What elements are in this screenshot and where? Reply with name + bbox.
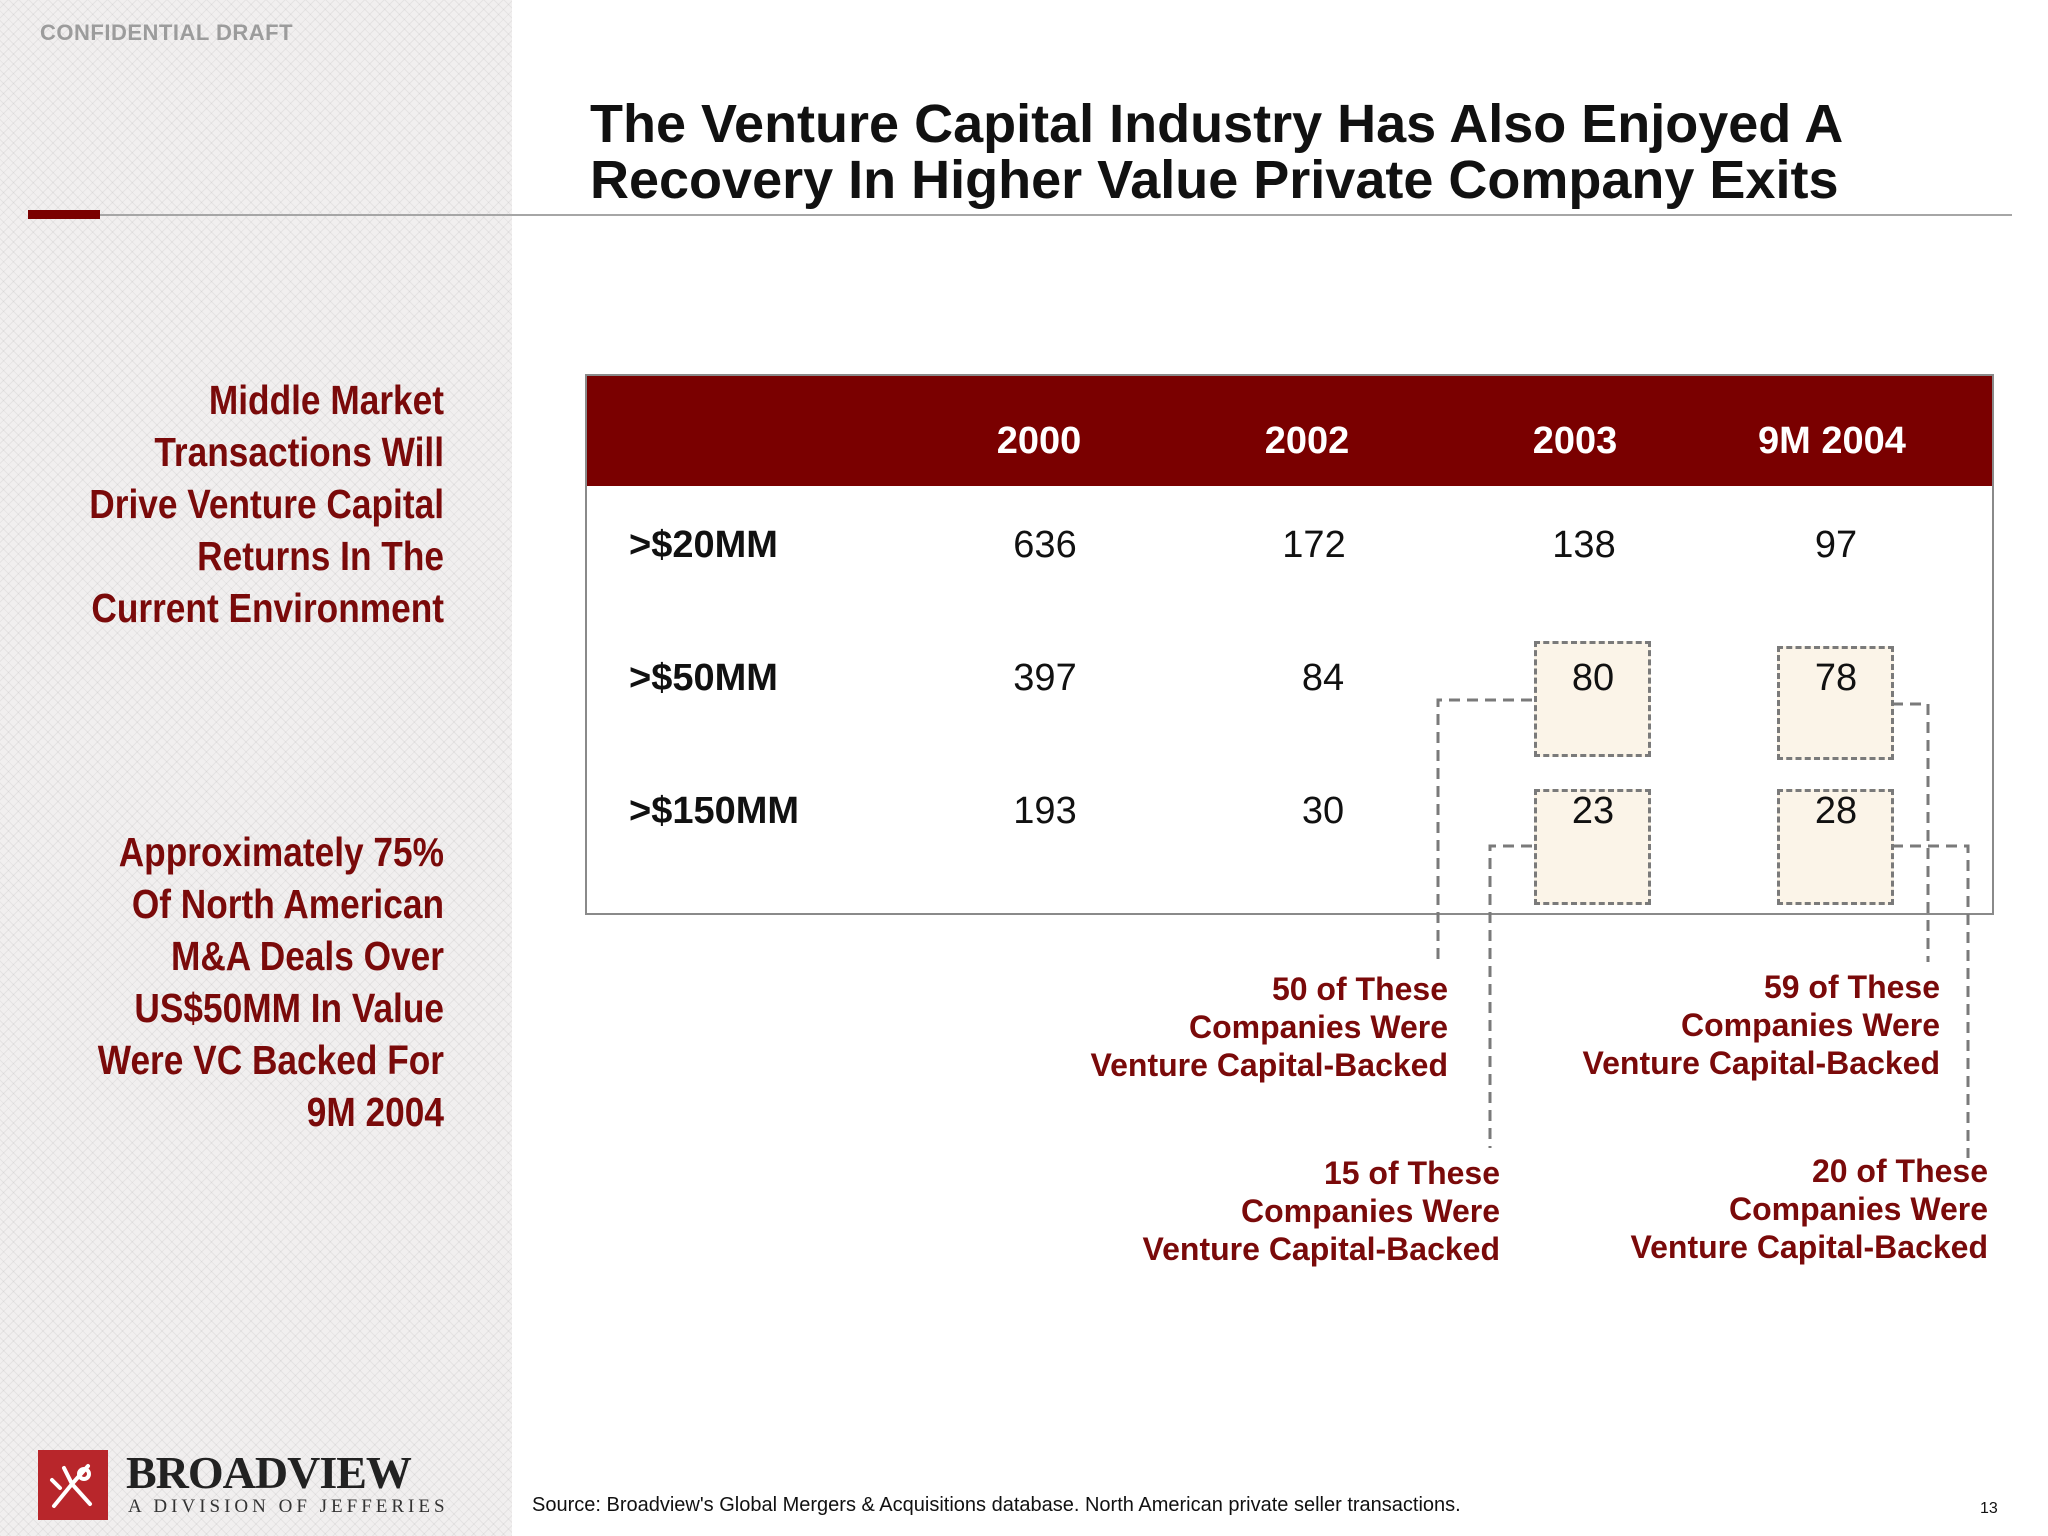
page-title-line-1: The Venture Capital Industry Has Also En… xyxy=(590,94,1844,154)
sidebar-callout-line: Returns In The xyxy=(197,533,444,579)
note-2004-50mm-vc-backed: 59 of These Companies Were Venture Capit… xyxy=(1583,968,1940,1082)
logo-subtitle: A DIVISION OF JEFFERIES xyxy=(128,1496,449,1517)
broadview-logo-icon xyxy=(38,1450,108,1520)
sidebar-callout-vc-backed: Approximately 75% Of North American M&A … xyxy=(66,826,444,1138)
table-cell: 80 xyxy=(1571,657,1615,699)
row-label: >$20MM xyxy=(629,524,778,566)
column-header-2002: 2002 xyxy=(1264,420,1350,462)
highlight-box-2004-50mm xyxy=(1777,646,1894,760)
table-header: 2000 2002 2003 9M 2004 xyxy=(587,376,1992,486)
table-cell: 28 xyxy=(1814,790,1858,832)
title-accent-bar xyxy=(28,210,100,219)
note-line: Venture Capital-Backed xyxy=(1090,1047,1448,1083)
row-label: >$150MM xyxy=(629,790,800,832)
sidebar-callout-line: Current Environment xyxy=(91,585,445,631)
note-line: Companies Were xyxy=(1728,1191,1988,1227)
table-cell: 84 xyxy=(1301,657,1345,699)
sidebar-callout-line: 9M 2004 xyxy=(306,1089,444,1135)
note-line: 20 of These xyxy=(1811,1153,1988,1189)
sidebar-panel xyxy=(0,0,512,1536)
note-line: Venture Capital-Backed xyxy=(1630,1229,1988,1265)
sidebar-callout-line: M&A Deals Over xyxy=(170,933,444,979)
table-cell: 30 xyxy=(1301,790,1345,832)
table-cell: 636 xyxy=(1013,524,1077,566)
note-line: 50 of These xyxy=(1271,971,1448,1007)
sidebar-callout-line: Were VC Backed For xyxy=(97,1037,444,1083)
exits-table: 2000 2002 2003 9M 2004 >$20MM 636 172 13… xyxy=(585,374,1994,915)
table-cell: 193 xyxy=(1013,790,1077,832)
column-header-9m-2004: 9M 2004 xyxy=(1758,420,1906,462)
sidebar-callout-line: US$50MM In Value xyxy=(134,985,444,1031)
column-header-2000: 2000 xyxy=(996,420,1082,462)
table-cell: 138 xyxy=(1552,524,1616,566)
note-line: Companies Were xyxy=(1680,1007,1940,1043)
logo-wordmark: BROADVIEW xyxy=(126,1447,412,1498)
sidebar-callout-line: Drive Venture Capital xyxy=(89,481,444,527)
note-2004-150mm-vc-backed: 20 of These Companies Were Venture Capit… xyxy=(1631,1152,1988,1266)
page-title: The Venture Capital Industry Has Also En… xyxy=(590,96,2010,208)
confidential-label: CONFIDENTIAL DRAFT xyxy=(40,20,294,45)
note-2003-50mm-vc-backed: 50 of These Companies Were Venture Capit… xyxy=(1091,970,1448,1084)
sidebar-callout-line: Approximately 75% xyxy=(118,829,444,875)
title-divider xyxy=(100,214,2012,216)
page-title-line-2: Recovery In Higher Value Private Company… xyxy=(590,150,1839,210)
table-cell: 172 xyxy=(1282,524,1346,566)
sidebar-callout-line: Transactions Will xyxy=(154,429,444,475)
note-line: 59 of These xyxy=(1763,969,1940,1005)
source-footnote: Source: Broadview's Global Mergers & Acq… xyxy=(532,1494,1461,1516)
highlight-box-2003-150mm xyxy=(1534,789,1651,905)
note-line: 15 of These xyxy=(1323,1155,1500,1191)
page-number: 13 xyxy=(1980,1500,1998,1517)
table-cell: 23 xyxy=(1571,790,1615,832)
note-line: Companies Were xyxy=(1240,1193,1500,1229)
sidebar-callout-line: Of North American xyxy=(131,881,444,927)
row-label: >$50MM xyxy=(629,657,778,699)
note-line: Venture Capital-Backed xyxy=(1582,1045,1940,1081)
note-line: Companies Were xyxy=(1188,1009,1448,1045)
sidebar-callout-line: Middle Market xyxy=(208,377,444,423)
sidebar-callout-middle-market: Middle Market Transactions Will Drive Ve… xyxy=(66,374,444,634)
table-cell: 97 xyxy=(1814,524,1858,566)
table-cell: 78 xyxy=(1814,657,1858,699)
column-header-2003: 2003 xyxy=(1532,420,1618,462)
table-cell: 397 xyxy=(1013,657,1077,699)
note-2003-150mm-vc-backed: 15 of These Companies Were Venture Capit… xyxy=(1143,1154,1500,1268)
note-line: Venture Capital-Backed xyxy=(1142,1231,1500,1267)
highlight-box-2003-50mm xyxy=(1534,641,1651,757)
